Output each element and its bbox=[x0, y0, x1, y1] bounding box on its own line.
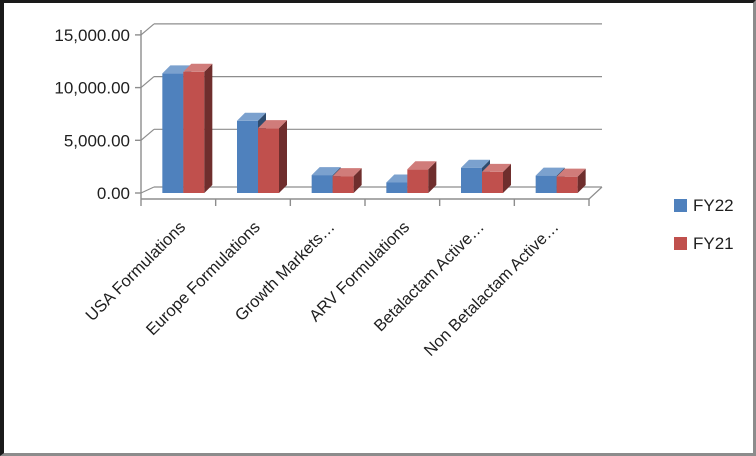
bar-top-face bbox=[332, 168, 362, 177]
bar-front-face bbox=[461, 167, 482, 193]
y-tick-label: 10,000.00 bbox=[54, 79, 130, 98]
bar-front-face bbox=[311, 175, 333, 193]
bar-top-face bbox=[311, 167, 341, 176]
category-label: Non Betalactam Active… bbox=[421, 218, 563, 360]
legend-label: FY22 bbox=[693, 196, 734, 215]
bar-top-face bbox=[461, 159, 490, 168]
bar-front-face bbox=[258, 128, 279, 193]
bar-front-face bbox=[183, 71, 205, 193]
bar-front-face bbox=[237, 120, 258, 193]
y-grid-diagonal bbox=[140, 128, 155, 141]
bar-top-face bbox=[407, 161, 437, 170]
bar-top-face bbox=[482, 163, 511, 172]
y-tick-label: 5,000.00 bbox=[64, 131, 130, 150]
legend-entry-FY22: FY22 bbox=[674, 196, 734, 215]
bar-front-face bbox=[535, 175, 557, 193]
legend-label: FY21 bbox=[693, 234, 734, 253]
bar-side-face bbox=[503, 163, 511, 193]
bar-front-face bbox=[482, 171, 503, 193]
bar-front-face bbox=[386, 182, 408, 193]
floor-right-edge bbox=[588, 186, 603, 200]
bar-top-face bbox=[556, 168, 586, 177]
bar-FY21-5 bbox=[556, 168, 586, 193]
y-grid-diagonal bbox=[140, 76, 155, 89]
bar-side-face bbox=[204, 63, 213, 193]
bar-FY21-4 bbox=[482, 163, 511, 193]
bar-side-face bbox=[577, 168, 586, 193]
y-tick-label: 0.00 bbox=[97, 184, 130, 203]
y-grid-diagonal bbox=[140, 186, 155, 194]
bar-top-face bbox=[258, 120, 287, 129]
bar-side-face bbox=[428, 161, 437, 193]
y-tick-label: 15,000.00 bbox=[54, 26, 130, 45]
bar-FY21-2 bbox=[332, 168, 362, 193]
bar-FY21-3 bbox=[407, 161, 437, 193]
y-grid-diagonal bbox=[140, 23, 155, 36]
bar-front-face bbox=[407, 169, 429, 193]
bar-front-face bbox=[332, 176, 354, 193]
legend-entry-FY21: FY21 bbox=[674, 234, 734, 253]
bar-top-face bbox=[237, 112, 266, 121]
bar-FY21-1 bbox=[258, 120, 287, 193]
legend-swatch-FY22 bbox=[674, 199, 687, 212]
bar-front-face bbox=[556, 176, 578, 193]
bar-top-face bbox=[183, 63, 213, 72]
bar-top-face bbox=[535, 167, 565, 176]
bar-front-face bbox=[162, 73, 184, 193]
bar-side-face bbox=[353, 168, 362, 193]
bar-FY21-0 bbox=[183, 63, 213, 193]
legend-swatch-FY21 bbox=[674, 237, 687, 250]
bar-side-face bbox=[279, 120, 287, 193]
